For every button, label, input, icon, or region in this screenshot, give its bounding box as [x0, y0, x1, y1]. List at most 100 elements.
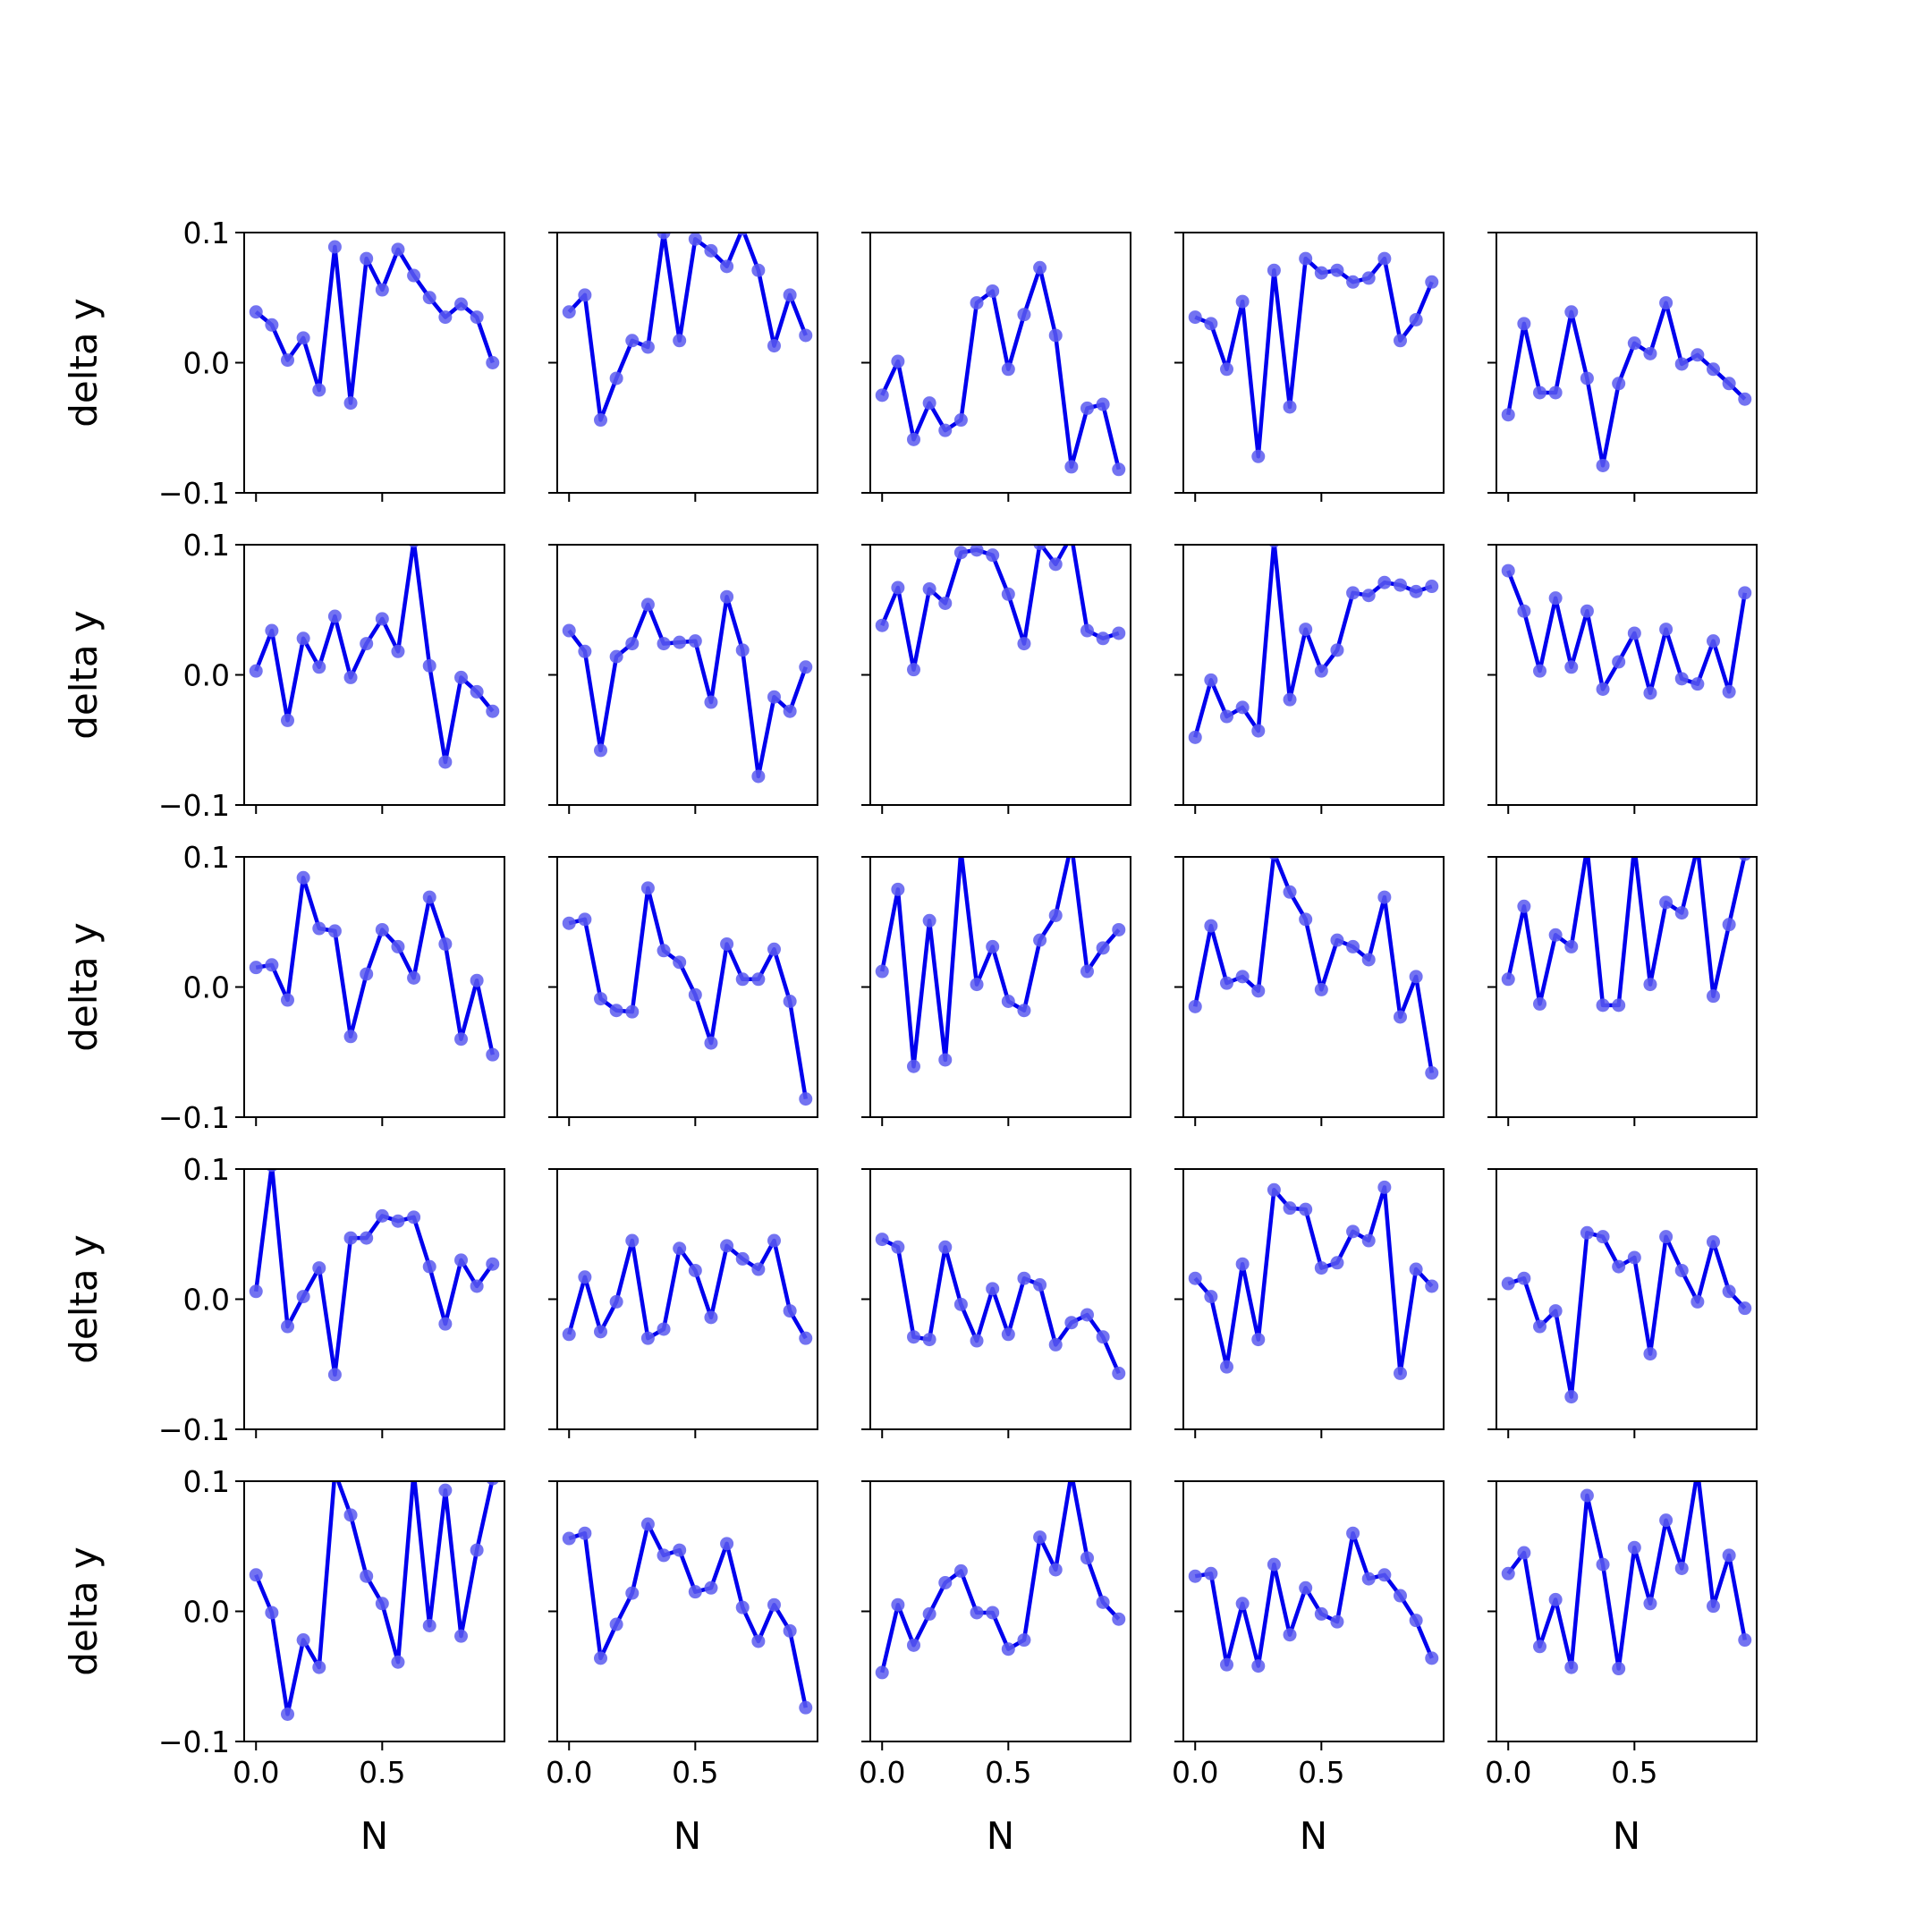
data-point [1235, 294, 1250, 309]
y-tick-label: −0.1 [158, 788, 230, 823]
data-point [1738, 1301, 1752, 1316]
data-point [594, 1325, 608, 1339]
series-line [880, 545, 1120, 672]
data-point [1064, 1316, 1079, 1330]
data-point [1064, 460, 1079, 474]
data-point [1220, 1360, 1234, 1374]
data-point [562, 305, 576, 319]
data-point [312, 383, 326, 397]
data-point [1533, 996, 1547, 1011]
data-point [1612, 1259, 1626, 1274]
axes-frame [869, 232, 1131, 494]
axes-frame [1182, 1168, 1445, 1430]
data-point [953, 413, 968, 428]
subplot-r2-c4 [1174, 544, 1445, 814]
data-point [1706, 1234, 1720, 1249]
data-point [657, 637, 671, 651]
data-point [1409, 584, 1423, 598]
data-point [1596, 1230, 1610, 1244]
data-point [1580, 371, 1594, 386]
data-point [249, 1284, 263, 1299]
series-line [254, 545, 495, 765]
data-point [1267, 1557, 1281, 1572]
y-tick-label: 0.1 [183, 840, 230, 875]
data-point [1064, 1467, 1078, 1480]
data-point [1425, 1279, 1439, 1293]
data-point [720, 1537, 734, 1551]
subplot-r1-c5 [1487, 232, 1758, 502]
data-point [986, 1282, 1000, 1296]
data-point [673, 1241, 687, 1256]
data-point [1722, 1284, 1736, 1299]
data-point [609, 1004, 623, 1018]
data-point [470, 973, 484, 987]
data-point [562, 916, 576, 930]
y-tick-label: 0.0 [183, 658, 230, 693]
series-line [880, 266, 1121, 470]
subplot-r5-c5: 0.0 0.5 N [1485, 1480, 1758, 1858]
data-point [296, 631, 310, 646]
data-point [360, 967, 374, 981]
data-point [875, 388, 889, 402]
data-point [1330, 1614, 1344, 1629]
data-point [360, 637, 374, 651]
series-line [568, 886, 809, 1099]
data-point [1643, 978, 1657, 992]
data-point [343, 1231, 358, 1245]
x-tick-label: 0.5 [672, 1755, 718, 1790]
data-point [1393, 334, 1407, 348]
subplot-r4-c5 [1487, 1168, 1758, 1438]
data-point [1377, 251, 1392, 266]
x-axis-label: N [1300, 1814, 1327, 1858]
data-point [375, 1597, 389, 1611]
data-point [688, 1585, 702, 1599]
data-point [1080, 623, 1094, 638]
data-point [1188, 999, 1202, 1013]
data-point [1033, 1277, 1047, 1292]
data-point [1596, 458, 1610, 472]
data-point [1017, 308, 1031, 322]
data-point [1220, 976, 1234, 990]
x-tick-label: 0.5 [1298, 1755, 1344, 1790]
data-point [1564, 939, 1579, 953]
data-point [1690, 840, 1704, 853]
data-point [265, 958, 279, 972]
data-point [375, 922, 389, 936]
data-point [1409, 1262, 1423, 1276]
data-point [609, 1294, 623, 1309]
data-point [1096, 941, 1110, 955]
data-point [1048, 1563, 1063, 1577]
series-line [567, 233, 808, 422]
data-point [953, 546, 968, 560]
data-point [735, 1600, 750, 1614]
data-point [875, 964, 889, 979]
subplot-r1-c4 [1174, 232, 1445, 502]
data-point [1204, 1566, 1218, 1580]
series-line [253, 1169, 495, 1377]
data-point [1361, 1572, 1376, 1586]
data-point [1112, 922, 1126, 936]
x-tick-label: 0.0 [859, 1755, 905, 1790]
data-point [1283, 885, 1297, 899]
data-point [1580, 1488, 1594, 1503]
data-point [407, 1465, 420, 1479]
data-point [1204, 317, 1218, 331]
data-point [1548, 1592, 1563, 1606]
data-point [1659, 1230, 1674, 1244]
data-point [640, 1331, 655, 1345]
data-point [1235, 970, 1250, 984]
data-point [751, 263, 766, 277]
subplot-r3-c3 [861, 856, 1131, 1126]
data-point [704, 1580, 718, 1595]
data-point [1517, 899, 1531, 913]
data-point [1612, 655, 1626, 669]
data-point [673, 1543, 687, 1557]
data-point [938, 596, 953, 610]
data-point [1501, 1276, 1515, 1291]
data-point [486, 704, 500, 718]
data-point [1361, 1233, 1376, 1248]
data-point [296, 870, 310, 885]
series-line [1193, 545, 1433, 738]
